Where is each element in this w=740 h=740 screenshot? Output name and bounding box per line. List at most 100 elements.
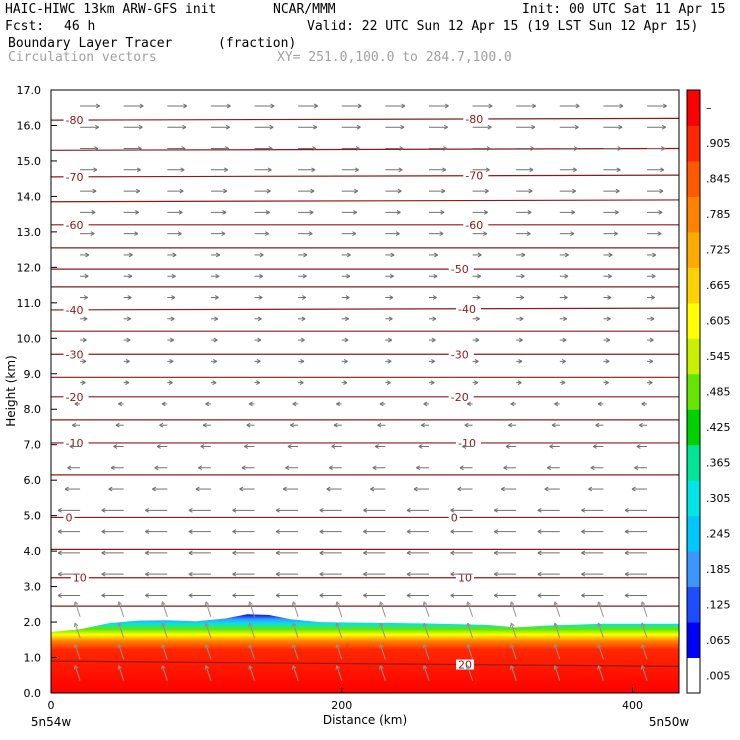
wind-vector <box>74 644 81 660</box>
wind-vector-head <box>82 358 87 364</box>
wind-vector-head <box>134 231 139 237</box>
wind-vector-head <box>500 486 505 492</box>
forecast-hour: 46 h <box>64 19 96 34</box>
wind-vector-head <box>336 401 341 407</box>
wind-vector-head <box>57 507 62 513</box>
wind-vector-head <box>225 124 230 130</box>
wind-vector-head <box>91 210 96 215</box>
wind-vector <box>336 644 343 660</box>
wind-vector-head <box>510 401 515 407</box>
wind-vector-head <box>73 622 79 628</box>
wind-vector-head <box>581 550 586 556</box>
wind-vector-head <box>624 507 629 513</box>
wind-vector-head <box>246 422 251 428</box>
wind-vector-head <box>94 146 99 151</box>
wind-vector-head <box>346 252 351 258</box>
wind-vector-head <box>319 529 324 534</box>
wind-vector-head <box>268 146 273 151</box>
wind-vector-head <box>301 316 306 322</box>
wind-vector-head <box>624 529 629 534</box>
wind-vector-head <box>466 643 471 649</box>
wind-vector-head <box>57 550 62 556</box>
colorbar-label: .905 <box>706 137 731 150</box>
wind-vector <box>205 601 212 617</box>
wind-vector-head <box>182 124 187 130</box>
contour-label: -50 <box>451 263 469 276</box>
contour-label: 10 <box>73 572 87 585</box>
wind-vector-head <box>335 601 341 606</box>
contour-label-bg <box>63 115 89 126</box>
wind-vector-head <box>546 465 551 471</box>
x-start-location: 5n54w <box>31 715 72 729</box>
wind-vector-head <box>608 252 613 258</box>
wind-vector-head <box>265 210 270 215</box>
wind-vector-head <box>232 571 237 577</box>
y-tick-label: 6.0 <box>24 474 42 487</box>
wind-vector-head <box>388 316 393 322</box>
wind-vector-head <box>549 444 554 449</box>
wind-vector-head <box>232 550 237 556</box>
wind-vector-head <box>259 252 264 258</box>
wind-vector-head <box>486 146 491 151</box>
wind-vector-head <box>85 252 90 258</box>
wind-vector-head <box>335 665 341 670</box>
wind-vector-head <box>659 188 664 194</box>
wind-vector-head <box>356 124 361 130</box>
contour-line <box>51 117 679 121</box>
wind-vector-head <box>285 465 290 471</box>
wind-vector-head <box>291 601 297 606</box>
wind-vector-head <box>618 124 623 130</box>
wind-vector-head <box>595 422 600 428</box>
wind-vector-head <box>308 231 313 237</box>
wind-vector-head <box>531 124 536 130</box>
wind-vector <box>597 601 604 617</box>
x-tick-label: 0 <box>48 699 55 712</box>
wind-vector-head <box>575 103 580 109</box>
wind-vector-head <box>483 231 488 237</box>
contour-label: -80 <box>465 113 483 126</box>
wind-vector-head <box>640 665 646 670</box>
wind-vector-head <box>422 643 428 649</box>
wind-vector-head <box>537 550 542 556</box>
wind-vector <box>249 622 255 639</box>
wind-vector-head <box>527 210 532 215</box>
wind-vector-head <box>125 358 130 364</box>
wind-vector <box>423 644 430 660</box>
wind-vector-head <box>422 601 428 606</box>
wind-vector-head <box>450 507 455 513</box>
wind-vector-head <box>661 146 666 151</box>
wind-vector-head <box>333 422 338 428</box>
wind-vector-head <box>221 231 226 237</box>
colorbar-swatch <box>687 160 700 197</box>
wind-vector-head <box>553 643 559 649</box>
wind-vector-head <box>466 401 471 407</box>
wind-vector-head <box>638 422 643 428</box>
wind-vector-head <box>355 146 360 151</box>
field-units: (fraction) <box>218 36 297 51</box>
wind-vector-head <box>432 295 437 300</box>
wind-vector-head <box>118 401 123 407</box>
y-tick-label: 0.0 <box>24 687 42 700</box>
wind-vector-head <box>398 167 403 173</box>
wind-vector-head <box>168 380 173 386</box>
wind-vector <box>336 665 343 681</box>
wind-vector-head <box>115 422 120 428</box>
wind-vector-head <box>517 380 522 386</box>
x-tick-label: 400 <box>622 699 643 712</box>
wind-vector-head <box>215 273 220 279</box>
wind-vector-head <box>493 507 498 513</box>
colorbar-swatch <box>687 196 700 233</box>
wind-vector <box>249 665 255 681</box>
wind-vector-head <box>649 358 654 364</box>
wind-vector-head <box>81 380 86 386</box>
wind-vector-head <box>74 401 79 407</box>
wind-vector-head <box>135 210 140 215</box>
wind-vector-head <box>597 665 602 670</box>
wind-vector <box>336 601 343 617</box>
wind-vector-head <box>248 622 253 628</box>
colorbar-swatch <box>687 622 700 659</box>
wind-vector-head <box>214 295 219 300</box>
wind-vector-head <box>649 337 654 343</box>
wind-vector-head <box>126 337 131 343</box>
contour-line <box>51 174 679 178</box>
